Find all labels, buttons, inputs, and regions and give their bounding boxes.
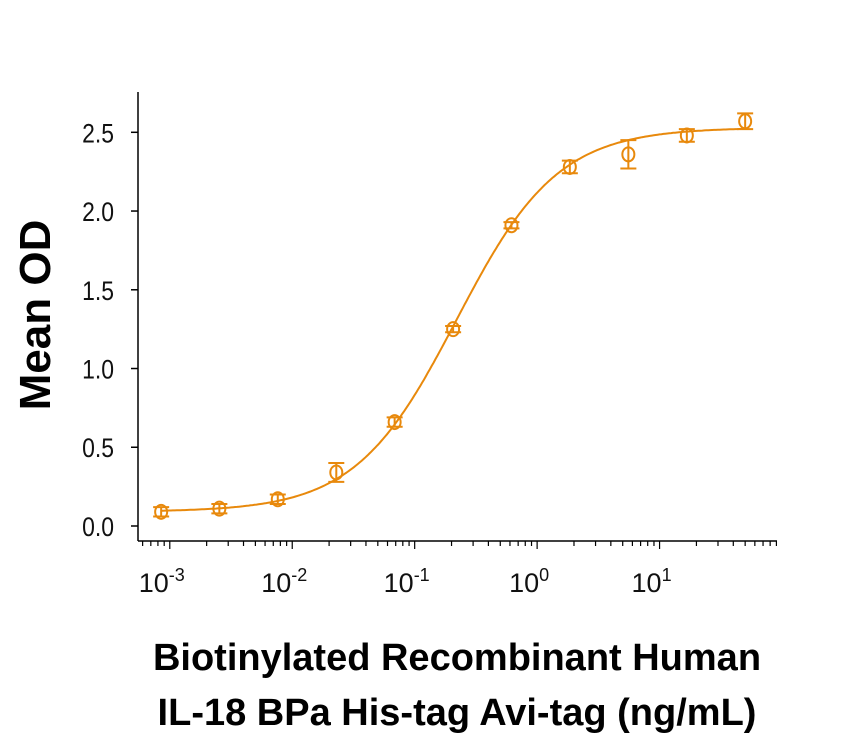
x-tick-label: 101: [632, 565, 672, 598]
y-tick-label: 1.0: [82, 355, 114, 385]
data-point: [561, 158, 578, 175]
x-axis-title-line-2: IL-18 BPa His-tag Avi-tag (ng/mL): [158, 692, 757, 734]
y-tick-label: 2.0: [82, 197, 114, 227]
data-marker: [329, 464, 344, 481]
x-axis-title-line-1: Biotinylated Recombinant Human: [153, 637, 761, 679]
x-tick-exponent: -3: [169, 565, 185, 585]
data-point: [328, 462, 345, 483]
data-point: [269, 491, 286, 508]
data-point: [211, 500, 228, 517]
x-tick-base: 10: [384, 568, 414, 598]
data-point: [445, 321, 462, 338]
x-tick-label: 100: [509, 565, 549, 598]
x-tick-base: 10: [509, 568, 539, 598]
data-point: [737, 112, 754, 131]
axes: 0.00.51.01.52.02.510-3 10-2 10-1 100 101: [82, 92, 778, 598]
x-tick-base: 10: [139, 568, 169, 598]
data-marker: [270, 491, 285, 508]
fit-curve: [161, 127, 746, 512]
data-marker: [154, 503, 169, 520]
data-marker: [212, 500, 227, 517]
x-tick-exponent: -1: [414, 565, 430, 585]
data-marker: [504, 217, 519, 234]
x-tick-exponent: -2: [291, 565, 307, 585]
x-tick-exponent: 1: [662, 565, 672, 585]
data-point: [153, 503, 170, 520]
x-tick-label: 10-1: [384, 565, 430, 598]
data-point: [620, 139, 637, 170]
x-tick-base: 10: [261, 568, 291, 598]
data-point: [678, 127, 695, 144]
y-tick-label: 0.5: [82, 434, 114, 464]
data-marker: [387, 414, 402, 431]
y-tick-label: 1.5: [82, 276, 114, 306]
data-marker: [562, 158, 577, 175]
y-axis-title: Mean OD: [11, 220, 60, 411]
data-marks: [153, 112, 754, 520]
data-point: [386, 414, 403, 431]
data-marker: [446, 321, 461, 338]
x-tick-label: 10-2: [261, 565, 307, 598]
y-tick-label: 2.5: [82, 119, 114, 149]
data-marker: [679, 127, 694, 144]
x-tick-label: 10-3: [139, 565, 185, 598]
x-tick-exponent: 0: [539, 565, 549, 585]
x-tick-base: 10: [632, 568, 662, 598]
data-marker: [738, 113, 753, 130]
y-tick-label: 0.0: [82, 512, 114, 542]
data-point: [503, 217, 520, 234]
data-marker: [621, 146, 636, 163]
